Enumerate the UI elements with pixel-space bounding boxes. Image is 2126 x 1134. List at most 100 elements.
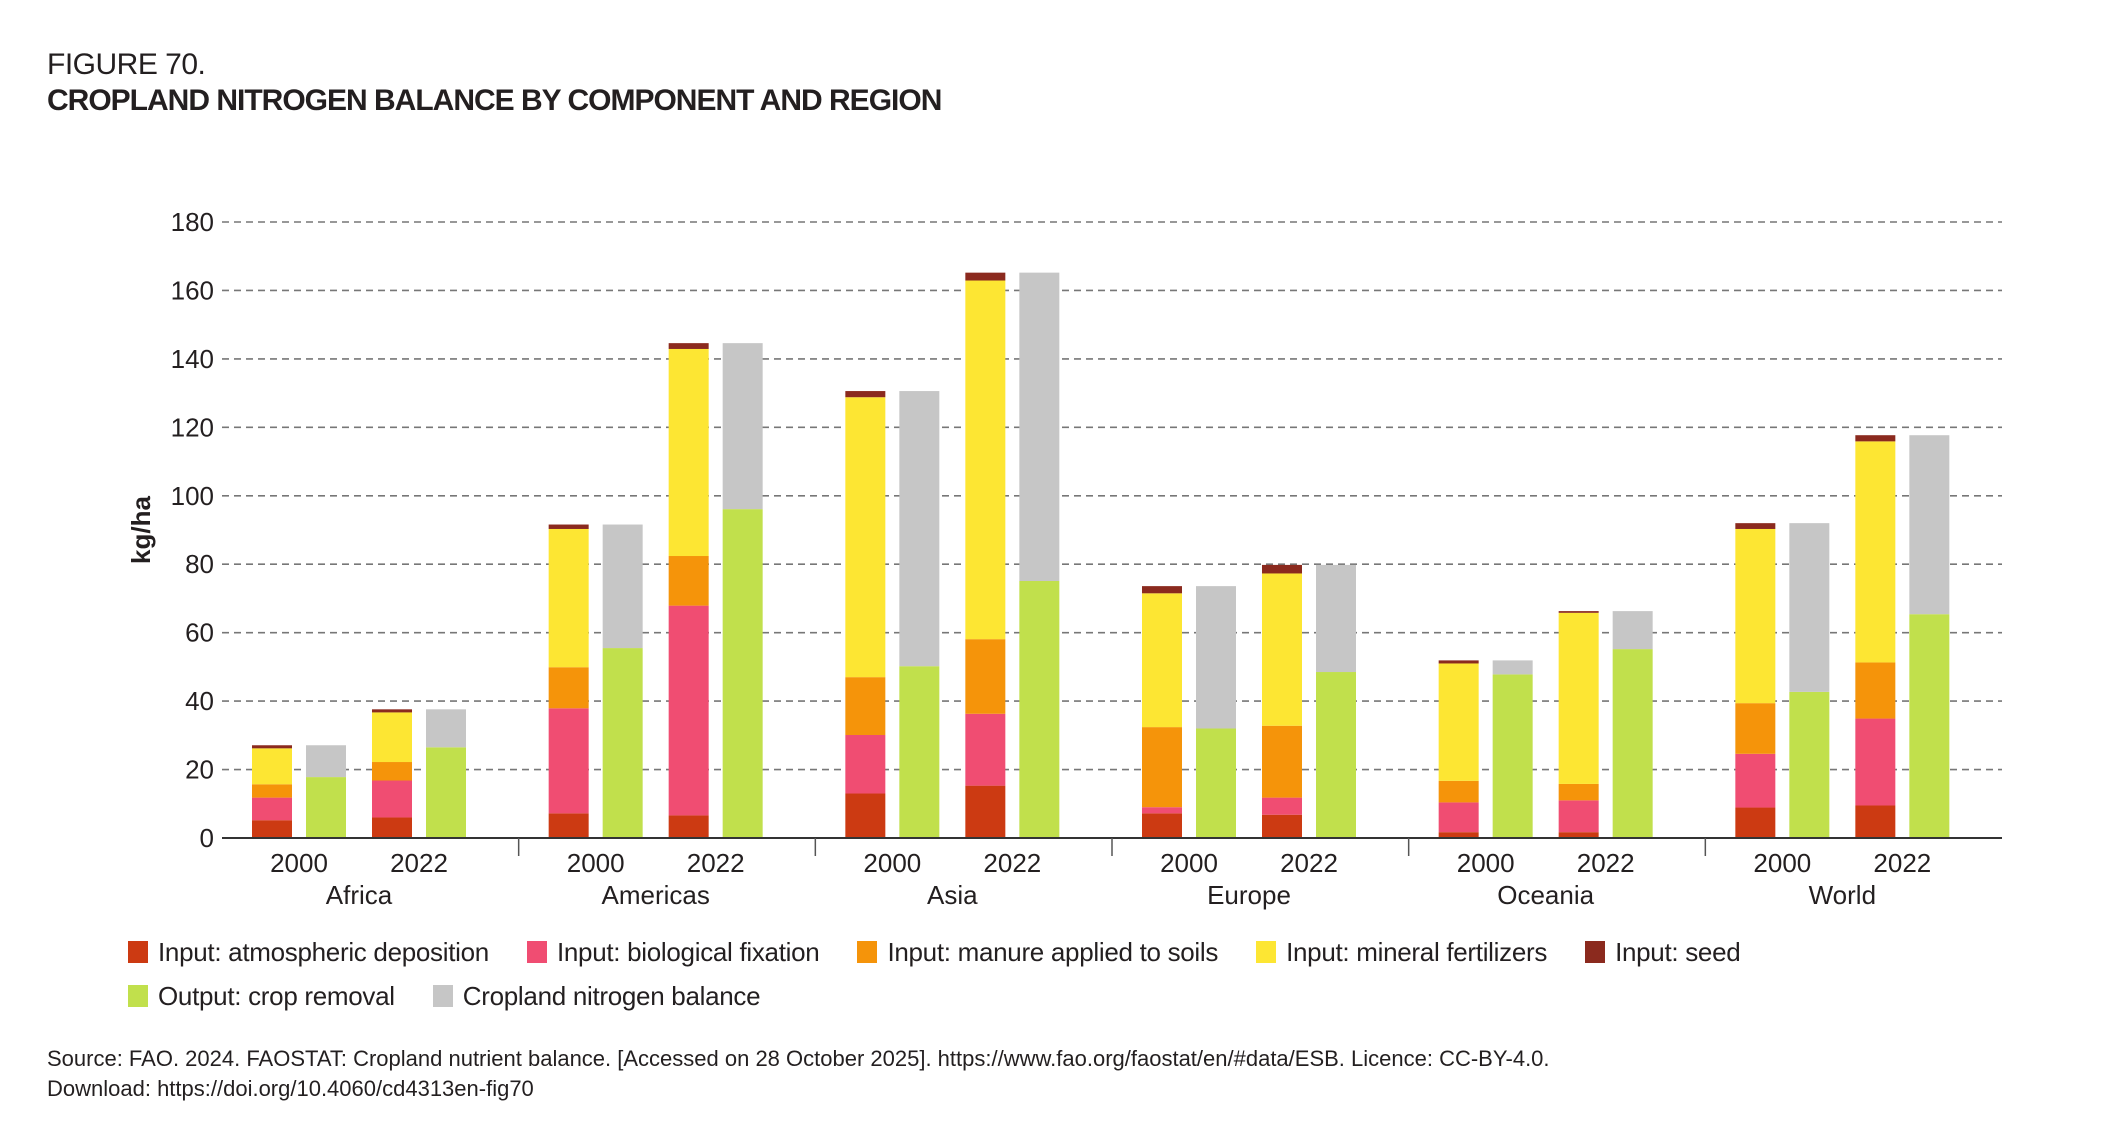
region-label: Oceania	[1497, 880, 1594, 910]
legend-item: Input: biological fixation	[526, 937, 820, 968]
bars	[252, 272, 1950, 838]
legend-item: Cropland nitrogen balance	[432, 981, 761, 1012]
bar-segment-bio	[1438, 802, 1479, 833]
bar-segment-seed	[1735, 523, 1776, 529]
bar-segment-bio	[252, 797, 292, 821]
bar-segment-atm	[1558, 832, 1599, 838]
legend-item: Input: mineral fertilizers	[1256, 937, 1547, 968]
bar-segment-mineral	[845, 397, 886, 678]
legend-label: Input: seed	[1615, 936, 1741, 967]
bar-segment-crop	[602, 648, 643, 838]
bar-segment-atm	[845, 793, 886, 838]
bar-segment-bio	[1855, 718, 1896, 806]
legend-swatch	[857, 941, 878, 963]
source-line: Source: FAO. 2024. FAOSTAT: Cropland nut…	[47, 1046, 1550, 1071]
bar-segment-manure	[965, 639, 1006, 714]
bar-segment-crop	[1789, 691, 1830, 838]
legend-item: Input: atmospheric deposition	[128, 937, 489, 968]
bar-segment-balance	[1019, 272, 1060, 581]
bar-segment-balance	[1492, 660, 1533, 675]
bar-segment-mineral	[1558, 612, 1599, 784]
year-label: 2022	[390, 848, 448, 878]
year-label: 2000	[1160, 848, 1218, 878]
bar-segment-atm	[965, 785, 1006, 838]
bar-segment-atm	[1142, 813, 1182, 838]
bar-segment-bio	[1558, 800, 1599, 833]
bar-segment-crop	[1196, 728, 1236, 838]
y-tick-label: 40	[185, 686, 214, 716]
y-tick-label: 100	[171, 481, 214, 511]
legend: Input: atmospheric deposition Input: biol…	[128, 930, 2028, 1018]
bar-segment-atm	[372, 817, 412, 838]
bar-segment-seed	[965, 272, 1006, 281]
bar-segment-seed	[1438, 660, 1479, 664]
region-label: World	[1809, 880, 1876, 910]
bar-segment-mineral	[1142, 593, 1182, 728]
y-tick-label: 0	[200, 823, 214, 853]
bar-segment-mineral	[965, 280, 1006, 640]
bar-segment-mineral	[1262, 573, 1302, 726]
bar-segment-balance	[1789, 523, 1830, 692]
bar-segment-seed	[548, 524, 589, 529]
region-label: Asia	[927, 880, 978, 910]
bar-segment-atm	[1735, 807, 1776, 838]
bar-segment-manure	[1855, 662, 1896, 719]
region-label: Europe	[1207, 880, 1291, 910]
year-label: 2000	[863, 848, 921, 878]
bar-segment-balance	[1196, 586, 1236, 729]
bar-segment-bio	[1142, 807, 1182, 814]
bar-segment-seed	[1142, 586, 1182, 594]
legend-row-1: Input: atmospheric deposition Input: biol…	[128, 930, 2028, 974]
figure-title: CROPLAND NITROGEN BALANCE BY COMPONENT A…	[47, 84, 942, 117]
bar-segment-seed	[372, 709, 412, 713]
bar-segment-crop	[1909, 614, 1950, 838]
bar-segment-atm	[1855, 805, 1896, 838]
bar-segment-mineral	[372, 712, 412, 763]
y-tick-label: 140	[171, 344, 214, 374]
legend-item: Output: crop removal	[128, 981, 395, 1012]
legend-swatch	[1256, 941, 1277, 963]
bar-segment-atm	[252, 820, 292, 838]
bar-segment-balance	[1612, 611, 1653, 650]
bar-segment-bio	[548, 708, 589, 814]
bar-segment-balance	[1909, 435, 1950, 615]
y-axis-label: kg/ha	[126, 496, 156, 564]
year-label: 2022	[1873, 848, 1931, 878]
bar-segment-bio	[372, 780, 412, 818]
bar-segment-manure	[548, 667, 589, 709]
bar-segment-crop	[1492, 674, 1533, 838]
legend-swatch	[128, 985, 148, 1007]
legend-item: Input: manure applied to soils	[857, 937, 1218, 968]
figure-number: FIGURE 70.	[47, 48, 206, 81]
y-tick-label: 120	[171, 412, 214, 442]
bar-segment-bio	[668, 605, 709, 816]
legend-swatch	[526, 941, 547, 963]
y-tick-label: 180	[171, 207, 214, 237]
year-label: 2000	[270, 848, 328, 878]
bar-segment-atm	[668, 815, 709, 838]
bar-segment-mineral	[1438, 663, 1479, 781]
legend-swatch	[1585, 941, 1606, 963]
bar-segment-bio	[1735, 753, 1776, 808]
y-tick-label: 60	[185, 618, 214, 648]
bar-segment-atm	[1262, 814, 1302, 838]
year-label: 2022	[687, 848, 745, 878]
year-label: 2000	[567, 848, 625, 878]
bar-segment-seed	[668, 343, 709, 349]
legend-label: Input: atmospheric deposition	[158, 936, 489, 967]
bar-segment-atm	[1438, 832, 1479, 838]
bar-segment-manure	[1558, 783, 1599, 801]
legend-label: Output: crop removal	[158, 980, 395, 1011]
bar-segment-manure	[1262, 725, 1302, 798]
bar-segment-seed	[845, 391, 886, 398]
year-label: 2000	[1753, 848, 1811, 878]
bar-segment-mineral	[1735, 528, 1776, 704]
y-tick-label: 20	[185, 755, 214, 785]
bar-segment-balance	[306, 745, 346, 778]
region-label: Americas	[601, 880, 709, 910]
bar-segment-seed	[1855, 435, 1896, 442]
bar-segment-mineral	[252, 748, 292, 785]
bar-segment-manure	[1438, 780, 1479, 803]
